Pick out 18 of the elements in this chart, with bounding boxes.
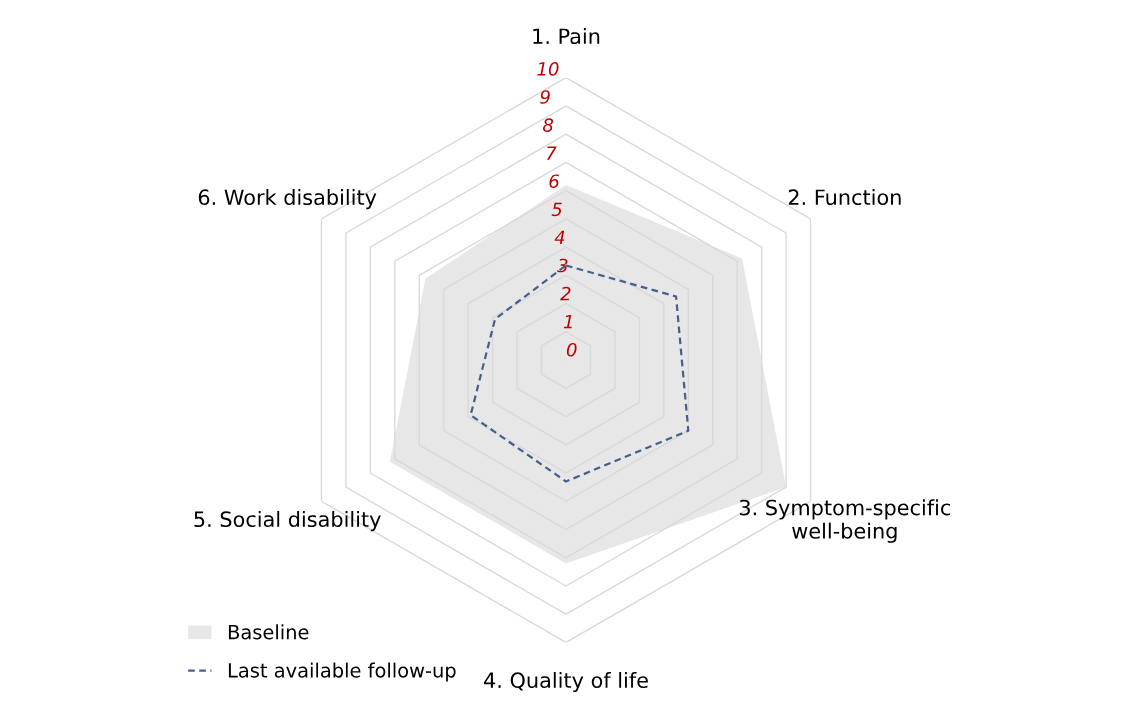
y-tick-label: 4 — [554, 230, 565, 244]
y-tick-label: 6 — [549, 174, 559, 189]
y-tick-label: 5 — [551, 202, 562, 217]
legend-label: Baseline — [228, 624, 309, 640]
spoke-label: 3. Symptom-specific well-being — [739, 499, 951, 543]
y-tick-label: 2 — [560, 286, 571, 301]
y-tick-label: 1 — [563, 315, 572, 329]
spoke-label: 6. Work disability — [198, 188, 377, 210]
spoke-label: 1. Pain — [533, 28, 600, 45]
spoke-label: 5. Social disability — [194, 510, 381, 532]
y-tick-label: 7 — [547, 146, 557, 160]
y-tick-label: 10 — [537, 62, 559, 76]
spoke-label: 2. Function — [788, 188, 901, 206]
legend-label: Last available follow-up — [228, 662, 456, 682]
spoke-label: 4. Quality of life — [484, 671, 648, 693]
y-tick-label: 9 — [540, 90, 550, 104]
y-tick-label: 8 — [542, 118, 554, 132]
y-tick-label: 0 — [566, 342, 577, 357]
